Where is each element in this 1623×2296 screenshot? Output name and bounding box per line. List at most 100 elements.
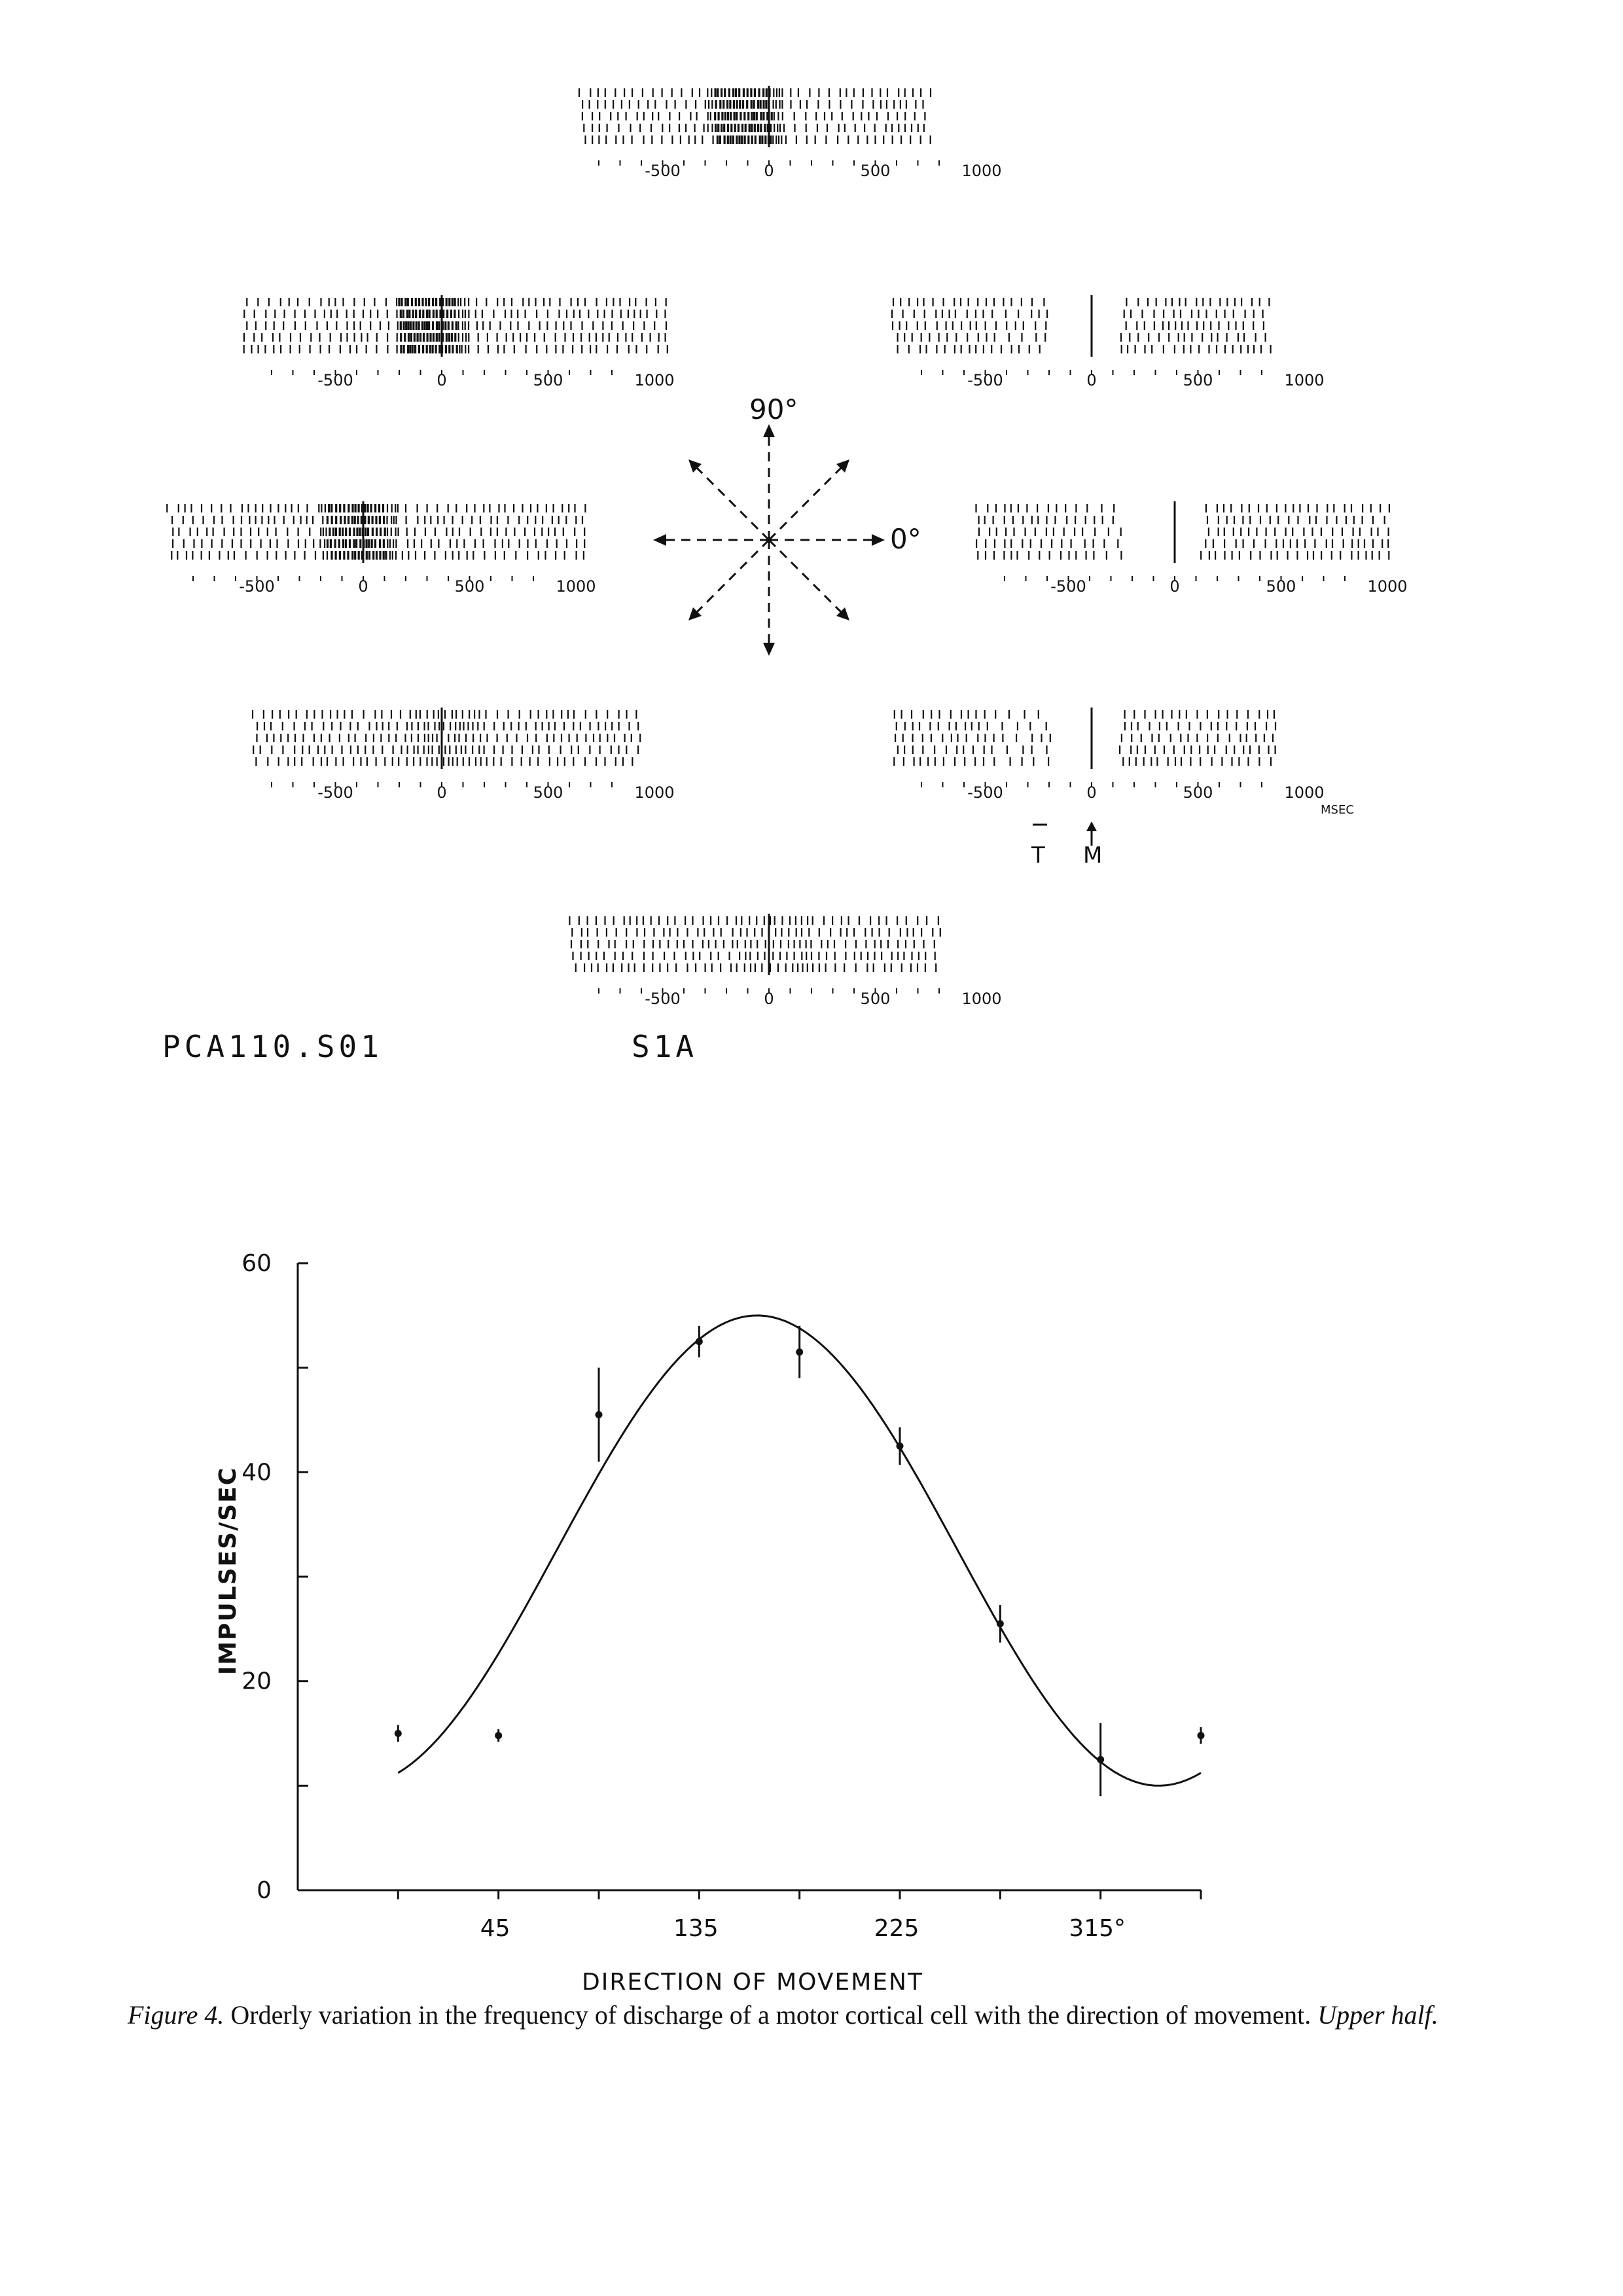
time-axis-ticks bbox=[192, 576, 534, 581]
tuning-chart: 0 20 40 60 45 135 225 315° IMPULSES/SEC DIRECTI… bbox=[215, 1250, 1205, 1996]
data-point bbox=[896, 1427, 904, 1465]
data-point bbox=[595, 1367, 603, 1462]
time-tick-label: -500 bbox=[645, 162, 680, 180]
caption-text: Orderly variation in the frequency of di… bbox=[224, 2000, 1318, 2030]
arrowhead-45 bbox=[836, 459, 849, 473]
x-tick-label: 315° bbox=[1069, 1915, 1126, 1942]
time-tick-label: 500 bbox=[1183, 783, 1213, 802]
arrowhead-180 bbox=[653, 534, 666, 546]
time-tick-label: 500 bbox=[861, 990, 891, 1008]
time-axis-ticks bbox=[1004, 576, 1346, 581]
spike-rows bbox=[243, 298, 668, 353]
time-tick-label: -500 bbox=[317, 371, 353, 389]
point-marker bbox=[896, 1442, 904, 1450]
x-axis-label: DIRECTION OF MOVEMENT bbox=[582, 1969, 923, 1996]
data-point bbox=[695, 1325, 703, 1357]
data-point bbox=[495, 1729, 503, 1742]
time-tick-label: 0 bbox=[1169, 577, 1179, 596]
time-axis-ticks bbox=[271, 782, 613, 787]
point-marker bbox=[1197, 1732, 1205, 1740]
time-tick-label: 0 bbox=[437, 371, 446, 389]
data-point bbox=[996, 1605, 1004, 1643]
time-tick-label: 1000 bbox=[1284, 371, 1324, 389]
time-tick-label: 1000 bbox=[634, 371, 674, 389]
compass-axis-225 bbox=[692, 539, 770, 617]
time-tick-label: 0 bbox=[1086, 371, 1096, 389]
msec-unit-label: MSEC bbox=[1321, 803, 1354, 817]
y-axis-label: IMPULSES/SEC bbox=[215, 1467, 241, 1675]
time-tick-label: -500 bbox=[1050, 577, 1086, 596]
spike-rows bbox=[166, 504, 586, 560]
data-point bbox=[796, 1325, 804, 1378]
time-axis-ticks bbox=[921, 782, 1262, 787]
time-axis-ticks bbox=[598, 988, 940, 994]
time-axis-ticks bbox=[271, 370, 613, 375]
time-tick-label: -500 bbox=[967, 371, 1003, 389]
compass-axis-135 bbox=[692, 463, 770, 541]
event-markers: T M MSEC bbox=[1031, 803, 1354, 869]
time-tick-label: 1000 bbox=[556, 577, 596, 596]
direction-label-90: 90° bbox=[749, 393, 798, 425]
marker-label-m: M bbox=[1083, 842, 1102, 869]
raster-panel-135: -500 0 500 1000 bbox=[243, 295, 675, 389]
axis-tick-labels: 0 20 40 60 45 135 225 315° bbox=[241, 1250, 1126, 1942]
figure-caption: Figure 4. Orderly variation in the frequ… bbox=[128, 2000, 1567, 2030]
arrowhead-90 bbox=[763, 424, 775, 437]
point-marker bbox=[996, 1620, 1004, 1628]
y-tick-label: 40 bbox=[241, 1459, 272, 1486]
spike-rows bbox=[975, 504, 1390, 560]
axis-ticks bbox=[298, 1262, 1202, 1899]
time-tick-label: 1000 bbox=[634, 783, 674, 802]
time-tick-label: 1000 bbox=[961, 990, 1001, 1008]
spike-rows bbox=[578, 88, 932, 144]
point-marker bbox=[595, 1411, 603, 1419]
direction-label-0: 0° bbox=[890, 523, 921, 555]
time-tick-label: 1000 bbox=[961, 162, 1001, 180]
time-tick-label: 500 bbox=[455, 577, 485, 596]
raster-panel-315: -500 0 500 1000 bbox=[893, 708, 1325, 802]
time-tick-label: 0 bbox=[437, 783, 446, 802]
time-tick-label: 1000 bbox=[1367, 577, 1407, 596]
x-tick-label: 135 bbox=[673, 1915, 719, 1942]
cell-id-label: S1A bbox=[632, 1029, 698, 1064]
data-point bbox=[1097, 1723, 1105, 1797]
spike-rows bbox=[569, 916, 941, 972]
time-tick-label: 0 bbox=[764, 162, 774, 180]
time-tick-label: 0 bbox=[1086, 783, 1096, 802]
raster-panels: -500 0 500 1000-500 0 500 1000 -500 0 500 1000-500… bbox=[166, 86, 1408, 1008]
compass-axis-45 bbox=[768, 463, 846, 541]
raster-panel-90: -500 0 500 1000 bbox=[578, 86, 1002, 180]
point-marker bbox=[394, 1730, 402, 1737]
marker-label-t: T bbox=[1031, 842, 1045, 869]
time-tick-label: -500 bbox=[317, 783, 353, 802]
spike-rows bbox=[251, 710, 641, 766]
direction-compass: 90° 0° bbox=[653, 393, 921, 656]
spike-rows bbox=[891, 298, 1272, 353]
file-id-label: PCA110.S01 bbox=[162, 1029, 383, 1064]
time-tick-label: -500 bbox=[645, 990, 680, 1008]
time-tick-label: 0 bbox=[764, 990, 774, 1008]
arrowhead-135 bbox=[688, 459, 702, 473]
raster-panel-45: -500 0 500 1000 bbox=[891, 295, 1325, 389]
time-tick-label: 500 bbox=[1266, 577, 1296, 596]
compass-axis-315 bbox=[768, 539, 846, 617]
time-tick-label: 500 bbox=[1183, 371, 1213, 389]
point-marker bbox=[796, 1348, 804, 1356]
point-marker bbox=[695, 1338, 703, 1346]
data-points bbox=[394, 1325, 1205, 1797]
time-axis-ticks bbox=[921, 370, 1262, 375]
time-tick-label: 1000 bbox=[1284, 783, 1324, 802]
arrowhead-0 bbox=[872, 534, 885, 546]
movement-arrow-head bbox=[1086, 821, 1097, 831]
time-tick-label: 500 bbox=[533, 783, 563, 802]
raster-panel-270: -500 0 500 1000 bbox=[569, 914, 1002, 1008]
time-tick-label: -500 bbox=[239, 577, 274, 596]
x-tick-label: 45 bbox=[480, 1915, 510, 1942]
spike-rows bbox=[893, 710, 1277, 766]
y-tick-label: 60 bbox=[241, 1250, 272, 1277]
time-tick-label: 0 bbox=[358, 577, 368, 596]
arrowhead-270 bbox=[763, 643, 775, 656]
caption-figure-number: Figure 4. bbox=[128, 2000, 224, 2030]
time-axis-ticks bbox=[598, 160, 940, 166]
